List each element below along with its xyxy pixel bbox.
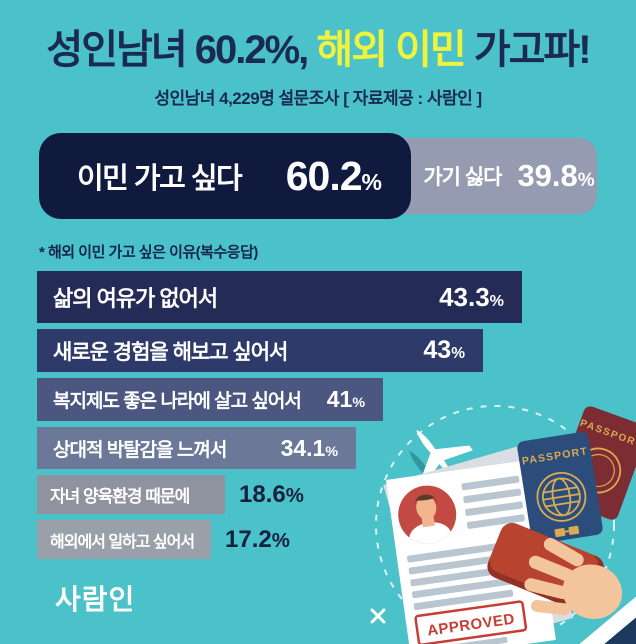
percent-sign: % — [361, 168, 382, 195]
reason-row: 상대적 박탈감을 느껴서 34.1% — [37, 427, 636, 469]
percent-sign: % — [352, 395, 365, 411]
no-zone: 가기 싫다 39.8% — [421, 138, 597, 214]
reason-bar: 삶의 여유가 없어서 43.3% — [37, 271, 522, 323]
title-highlight: 해외 이민 — [316, 28, 466, 72]
shirt-cuff — [570, 587, 636, 644]
no-value: 39.8% — [517, 158, 595, 193]
hand — [524, 537, 623, 619]
reason-value: 41% — [326, 386, 365, 412]
percent-sign: % — [489, 291, 504, 310]
percent-sign: % — [271, 529, 290, 552]
page-title: 성인남녀 60.2%, 해외 이민 가고파! — [0, 26, 636, 74]
reason-value: 34.1% — [280, 434, 338, 461]
arm-sleeve — [570, 587, 636, 644]
reason-row: 삶의 여유가 없어서 43.3% — [37, 271, 636, 323]
no-label: 가기 싫다 — [423, 166, 502, 189]
title-part2: 가고파! — [464, 28, 592, 72]
survey-subtitle: 성인남녀 4,229명 설문조사 [ 자료제공 : 사람인 ] — [154, 89, 482, 108]
reason-label: 삶의 여유가 없어서 — [53, 286, 218, 311]
percent-sign: % — [577, 170, 595, 191]
header: 성인남녀 60.2%, 해외 이민 가고파! 성인남녀 4,229명 설문조사 … — [0, 0, 636, 109]
reason-bar: 상대적 박탈감을 느껴서 34.1% — [37, 427, 356, 469]
yes-bar: 이민 가고 싶다 60.2% — [39, 133, 411, 219]
reasons-chart: * 해외 이민 가고 싶은 이유(복수응답) 삶의 여유가 없어서 43.3% … — [37, 241, 636, 559]
immigration-illustration: APPROVED PASSPORT PASSPORT — [370, 405, 636, 644]
percent-sign: % — [451, 345, 465, 362]
reasons-heading: * 해외 이민 가고 싶은 이유(복수응답) — [39, 244, 258, 261]
reason-bar: 새로운 경험을 해보고 싶어서 43% — [37, 329, 483, 372]
reason-bar: 자녀 양육환경 때문에 — [37, 475, 225, 514]
reason-value: 43% — [423, 336, 465, 364]
dashed-route-circle — [375, 405, 615, 644]
reason-label: 복지제도 좋은 나라에 살고 싶어서 — [53, 391, 302, 412]
percent-sign: % — [285, 484, 304, 507]
reason-value: 43.3% — [439, 281, 504, 312]
yes-value: 60.2% — [285, 152, 382, 199]
title-part1: 성인남녀 60.2%, — [46, 28, 317, 72]
reason-value: 18.6% — [239, 480, 304, 508]
reason-row: 새로운 경험을 해보고 싶어서 43% — [37, 329, 636, 372]
passport-code-emblem — [554, 525, 580, 538]
reason-label: 새로운 경험을 해보고 싶어서 — [53, 340, 288, 364]
reason-bar: 복지제도 좋은 나라에 살고 싶어서 41% — [37, 378, 383, 421]
reason-label: 상대적 박탈감을 느껴서 — [53, 439, 227, 461]
globe-emblem — [536, 471, 587, 522]
saramin-logo: 사람인 — [55, 584, 136, 615]
reason-value: 17.2% — [225, 525, 290, 553]
reason-row: 복지제도 좋은 나라에 살고 싶어서 41% — [37, 378, 636, 421]
percent-sign: % — [325, 443, 338, 460]
passport-blue: PASSPORT — [517, 432, 603, 544]
main-result-chart: 가기 싫다 39.8% 이민 가고 싶다 60.2% — [39, 133, 597, 219]
cross-mark-icon — [370, 608, 386, 624]
reason-row: 자녀 양육환경 때문에 18.6% — [37, 475, 636, 514]
yes-label: 이민 가고 싶다 — [77, 163, 243, 195]
reason-row: 해외에서 일하고 싶어서 17.2% — [37, 520, 636, 559]
reason-label: 자녀 양육환경 때문에 — [50, 487, 190, 506]
reason-label: 해외에서 일하고 싶어서 — [50, 533, 195, 551]
reason-bar: 해외에서 일하고 싶어서 — [37, 520, 211, 559]
